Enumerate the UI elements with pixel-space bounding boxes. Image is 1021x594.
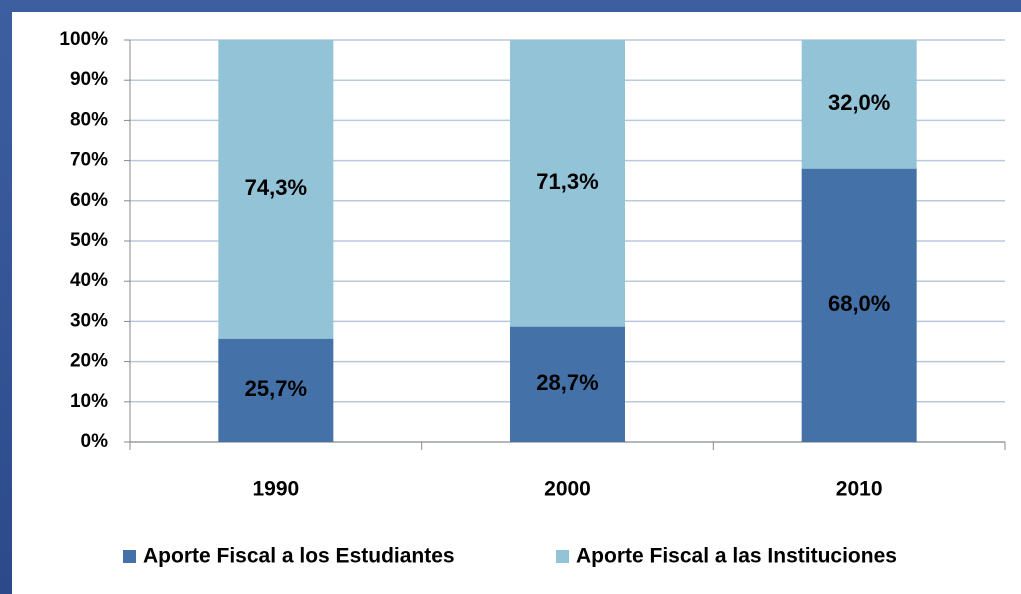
x-tick-label: 2000 — [544, 478, 591, 501]
value-label: 32,0% — [828, 90, 890, 115]
y-tick-label: 90% — [70, 69, 108, 90]
bar-segment — [218, 338, 334, 442]
legend-label: Aporte Fiscal a los Estudiantes — [143, 545, 455, 568]
bar-segment — [801, 168, 917, 442]
value-label: 74,3% — [245, 175, 307, 200]
y-tick-label: 40% — [70, 270, 108, 291]
y-tick-label: 70% — [70, 150, 108, 171]
y-tick-label: 60% — [70, 190, 108, 211]
y-tick-label: 50% — [70, 230, 108, 251]
value-label: 71,3% — [536, 169, 598, 194]
bar-segment — [801, 40, 917, 169]
y-tick-label: 0% — [81, 431, 109, 452]
y-tick-label: 10% — [70, 391, 108, 412]
legend-label: Aporte Fiscal a las Instituciones — [576, 545, 897, 568]
y-tick-label: 100% — [59, 29, 108, 50]
bar-segment — [218, 40, 334, 339]
value-label: 28,7% — [536, 370, 598, 395]
bar-segment — [510, 40, 625, 327]
x-tick-label: 1990 — [252, 478, 299, 501]
x-tick-label: 2010 — [836, 478, 883, 501]
legend-swatch — [123, 550, 136, 563]
value-label: 25,7% — [245, 376, 307, 401]
value-label: 68,0% — [828, 291, 890, 316]
y-tick-label: 20% — [70, 351, 108, 372]
legend-swatch — [556, 550, 569, 563]
bar-segment — [510, 326, 625, 442]
y-tick-label: 80% — [70, 109, 108, 130]
y-tick-label: 30% — [70, 310, 108, 331]
